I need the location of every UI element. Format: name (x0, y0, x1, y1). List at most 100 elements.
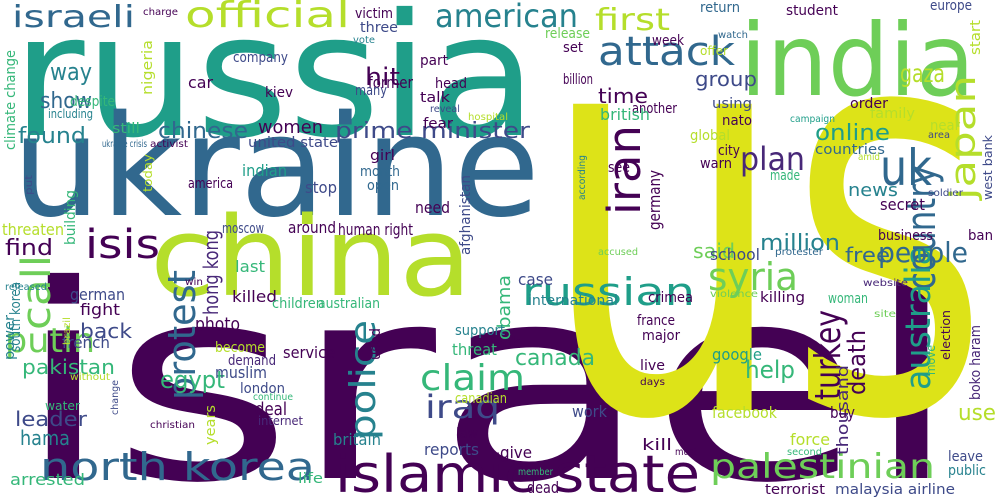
word: site (874, 309, 896, 320)
word: group (695, 67, 757, 91)
word: give (500, 443, 532, 462)
word: iraq (425, 388, 500, 426)
word: watch (718, 30, 748, 41)
word: campaign (790, 114, 835, 125)
word: talk (420, 90, 451, 106)
word: start (968, 19, 984, 55)
word: million (760, 231, 840, 256)
word: company (233, 50, 288, 66)
word: attack (598, 29, 736, 75)
word: isis (85, 222, 160, 268)
word: water (45, 399, 80, 413)
word: return (700, 0, 740, 16)
word: city (718, 143, 740, 159)
word: deal (255, 399, 287, 420)
word: brazil (62, 317, 73, 345)
word: west bank (981, 135, 995, 200)
word: leader (15, 407, 88, 431)
word: live (640, 358, 665, 374)
word: people (878, 236, 968, 269)
word: used (368, 328, 384, 360)
word: nigeria (140, 40, 156, 95)
word: car (188, 73, 213, 92)
word: hit (365, 63, 400, 91)
word: family (870, 106, 915, 122)
word: fight (80, 300, 120, 319)
word: hospital (468, 112, 508, 123)
word: second (787, 447, 822, 458)
word: plan (740, 140, 805, 178)
word: help (745, 356, 795, 384)
word: found (18, 124, 86, 149)
word: business (878, 228, 933, 244)
word: crimea (648, 290, 693, 306)
word: use (958, 401, 996, 426)
word: country (899, 165, 945, 290)
word: woman (828, 291, 868, 307)
word: afghanistan (458, 175, 474, 255)
word: amid (858, 152, 880, 163)
word: open (367, 178, 399, 194)
word: school (710, 245, 760, 264)
word: british (600, 105, 650, 124)
word: police (343, 320, 384, 440)
word: call (14, 255, 60, 330)
word: made (770, 168, 800, 184)
word: many (355, 83, 387, 99)
word: iran (598, 125, 651, 215)
word: student (786, 3, 838, 19)
word: website (863, 278, 908, 289)
word: thousand (833, 365, 852, 455)
word: israel (15, 227, 960, 500)
word: hama (20, 426, 70, 450)
word: former (368, 73, 413, 92)
word: last (235, 257, 265, 276)
word: head (435, 76, 467, 92)
word: news (848, 180, 898, 201)
word: children (272, 296, 324, 312)
word: german (70, 285, 125, 304)
word: human right (338, 220, 413, 239)
word: election (939, 310, 953, 360)
word: australian (318, 296, 380, 312)
word: ban (968, 228, 993, 244)
word: building (63, 190, 79, 245)
word: win (185, 277, 203, 288)
word: order (850, 96, 888, 112)
word: climate change (3, 50, 19, 150)
word: online (815, 121, 890, 146)
word: vote (353, 35, 375, 46)
word: malaysia airline (835, 482, 955, 498)
word: north korea (40, 445, 315, 489)
word: secret (880, 195, 925, 214)
word: egypt (160, 366, 225, 394)
word: canadian (455, 391, 507, 407)
word: europe (930, 0, 972, 14)
word: germany (645, 170, 664, 230)
word: christian (150, 420, 195, 431)
word: protest (160, 270, 204, 400)
word: look (490, 333, 521, 352)
word: australia (899, 245, 939, 390)
word: claim (420, 358, 525, 399)
word: terrorist (765, 482, 826, 498)
word: death (843, 330, 871, 395)
word: moscow (222, 221, 264, 237)
word: first (595, 3, 670, 38)
word: charge (143, 7, 178, 18)
word: facebook (712, 403, 778, 422)
word: years (203, 405, 219, 445)
word: nato (722, 113, 752, 129)
word: china (150, 193, 472, 321)
word: pakistan (22, 355, 115, 379)
word: kill (642, 435, 672, 454)
word: protester (775, 247, 824, 258)
word: leave (948, 449, 983, 465)
word: find (5, 236, 53, 261)
word: obama (494, 275, 515, 340)
word: time (598, 84, 648, 108)
word: britain (333, 430, 381, 449)
word: another (632, 101, 677, 117)
word: way (50, 58, 92, 86)
